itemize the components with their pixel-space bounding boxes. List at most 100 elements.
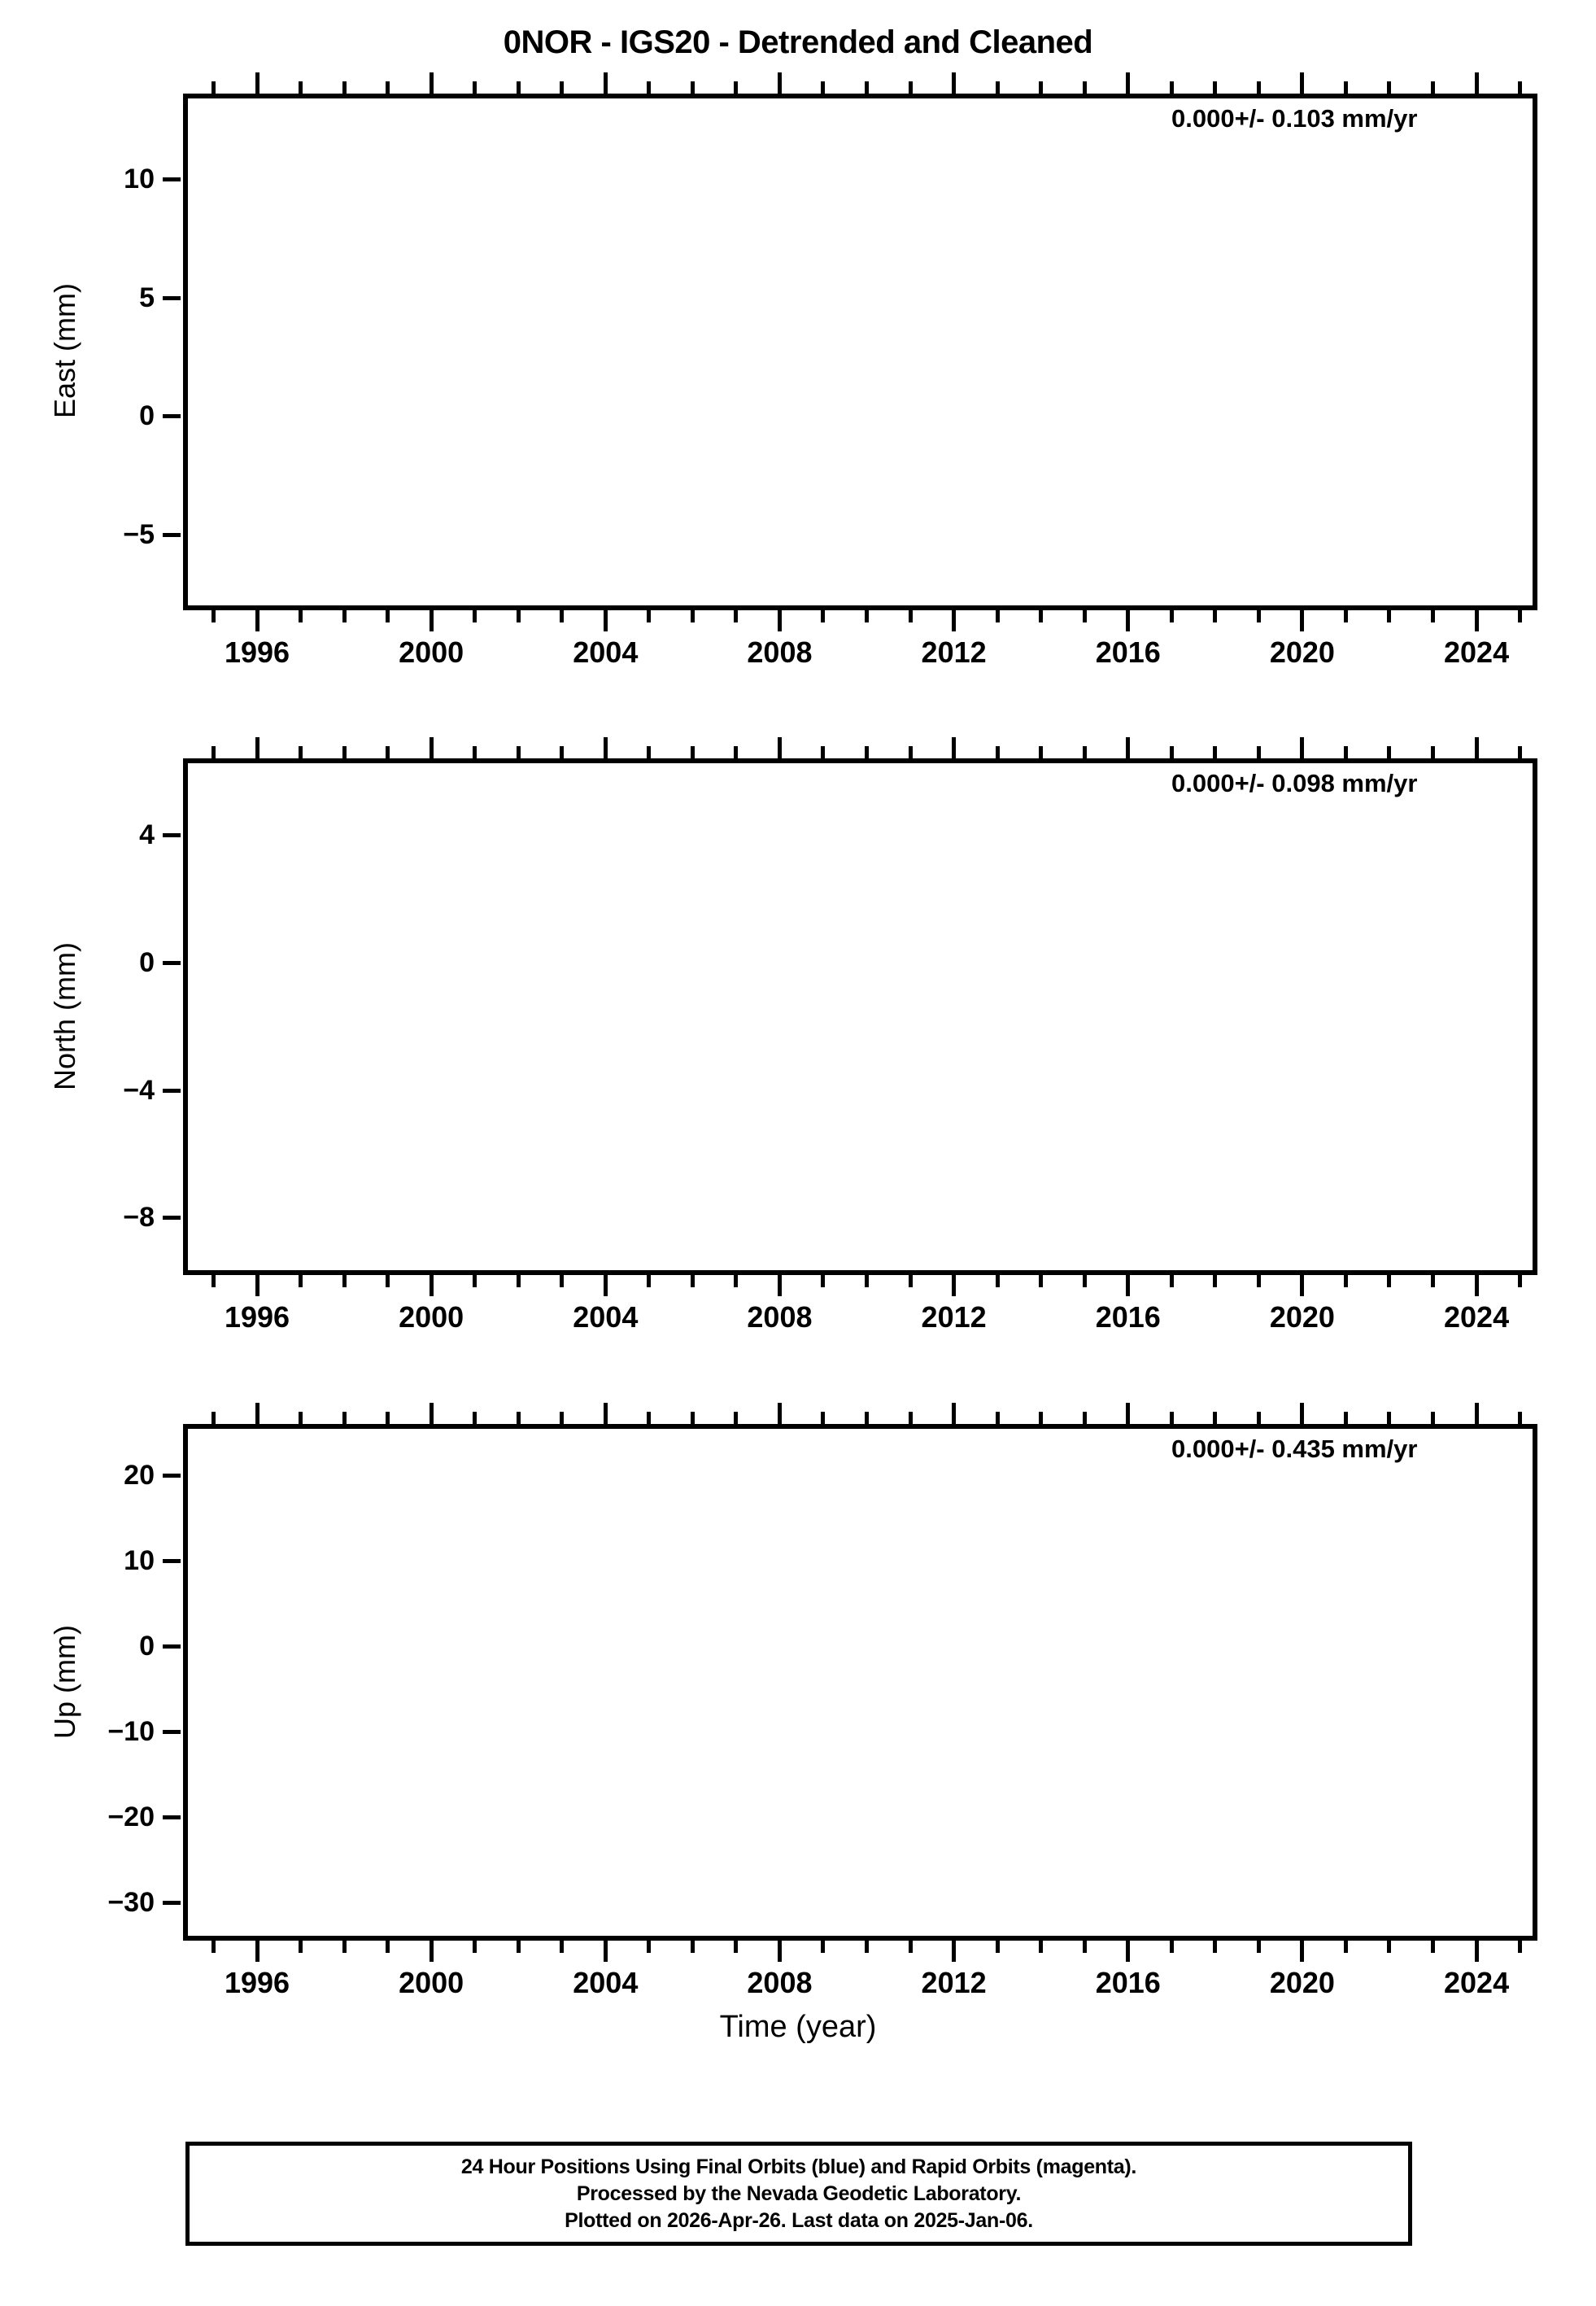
north-xtick-mark-top	[647, 746, 651, 758]
up-xtick-mark-top	[560, 1412, 564, 1424]
north-xtick-mark	[517, 1275, 521, 1287]
east-ytick-label: 0	[49, 402, 155, 430]
north-xtick-mark-top	[255, 737, 259, 758]
north-xtick-mark-top	[1387, 746, 1391, 758]
north-xtick-mark	[473, 1275, 477, 1287]
up-ytick-label: 10	[49, 1547, 155, 1574]
north-xtick-mark	[952, 1275, 956, 1296]
east-xtick-mark-top	[691, 81, 695, 94]
up-ytick-label: 0	[49, 1632, 155, 1660]
up-xtick-mark-top	[1300, 1403, 1304, 1424]
up-xtick-mark	[1170, 1941, 1174, 1953]
caption-line-3: Plotted on 2026-Apr-26. Last data on 202…	[565, 2208, 1033, 2234]
east-xtick-label: 2004	[573, 638, 638, 667]
east-xtick-mark-top	[211, 81, 216, 94]
north-xtick-mark	[821, 1275, 825, 1287]
up-xtick-mark-top	[1387, 1412, 1391, 1424]
north-xtick-mark-top	[778, 737, 782, 758]
north-xtick-mark	[909, 1275, 913, 1287]
north-xtick-label: 2004	[573, 1303, 638, 1332]
east-ytick-label: 10	[49, 165, 155, 193]
east-xtick-label: 2008	[747, 638, 812, 667]
up-xtick-mark	[211, 1941, 216, 1953]
up-xtick-mark-top	[865, 1412, 869, 1424]
up-xtick-mark-top	[1475, 1403, 1479, 1424]
north-xtick-label: 2016	[1096, 1303, 1161, 1332]
north-xtick-label: 2020	[1270, 1303, 1335, 1332]
up-ytick-mark	[163, 1644, 181, 1649]
east-xtick-mark-top	[1213, 81, 1217, 94]
up-xtick-mark-top	[778, 1403, 782, 1424]
up-xtick-mark-top	[909, 1412, 913, 1424]
up-xtick-mark-top	[691, 1412, 695, 1424]
up-xtick-label: 2020	[1270, 1968, 1335, 1998]
north-ytick-label: 4	[49, 821, 155, 849]
north-xtick-mark	[386, 1275, 390, 1287]
north-xtick-mark-top	[909, 746, 913, 758]
north-xtick-mark	[778, 1275, 782, 1296]
east-xtick-mark-top	[1039, 81, 1043, 94]
up-xtick-mark-top	[952, 1403, 956, 1424]
north-xtick-mark	[560, 1275, 564, 1287]
north-ytick-mark	[163, 1216, 181, 1220]
up-xtick-mark	[342, 1941, 347, 1953]
up-xtick-mark-top	[1039, 1412, 1043, 1424]
east-xtick-mark-top	[1126, 72, 1130, 94]
north-xtick-mark-top	[604, 737, 608, 758]
east-xtick-mark	[1257, 610, 1261, 622]
east-xtick-mark	[647, 610, 651, 622]
up-xtick-mark	[1039, 1941, 1043, 1953]
north-xtick-mark-top	[342, 746, 347, 758]
east-xtick-mark	[430, 610, 434, 631]
up-xtick-mark	[734, 1941, 738, 1953]
up-rate-annotation: 0.000+/- 0.435 mm/yr	[1171, 1435, 1417, 1464]
north-xtick-mark	[211, 1275, 216, 1287]
north-xtick-mark	[430, 1275, 434, 1296]
north-xtick-label: 2000	[399, 1303, 464, 1332]
up-xtick-mark	[1475, 1941, 1479, 1962]
up-xtick-mark-top	[1170, 1412, 1174, 1424]
up-axis-label: Up (mm)	[48, 1560, 82, 1804]
up-xtick-label: 2008	[747, 1968, 812, 1998]
north-xtick-label: 2008	[747, 1303, 812, 1332]
east-xtick-mark	[821, 610, 825, 622]
east-xtick-mark-top	[1431, 81, 1435, 94]
up-xtick-mark	[1431, 1941, 1435, 1953]
up-xtick-mark	[1344, 1941, 1348, 1953]
east-xtick-mark-top	[1257, 81, 1261, 94]
up-xtick-mark-top	[386, 1412, 390, 1424]
up-xtick-mark-top	[299, 1412, 303, 1424]
east-xtick-mark	[778, 610, 782, 631]
east-xtick-mark	[1431, 610, 1435, 622]
east-xtick-label: 2020	[1270, 638, 1335, 667]
north-xtick-mark	[996, 1275, 1000, 1287]
up-xtick-mark	[1083, 1941, 1087, 1953]
east-xtick-mark	[211, 610, 216, 622]
up-xtick-label: 2012	[922, 1968, 987, 1998]
east-xtick-mark-top	[560, 81, 564, 94]
east-ytick-mark	[163, 414, 181, 418]
up-xtick-mark	[691, 1941, 695, 1953]
east-plot-frame	[183, 94, 1537, 610]
east-xtick-mark-top	[1475, 72, 1479, 94]
up-xtick-mark	[1300, 1941, 1304, 1962]
up-xtick-label: 2016	[1096, 1968, 1161, 1998]
east-xtick-mark-top	[342, 81, 347, 94]
up-xtick-mark	[778, 1941, 782, 1962]
east-xtick-mark-top	[473, 81, 477, 94]
caption-box: 24 Hour Positions Using Final Orbits (bl…	[185, 2142, 1412, 2246]
north-xtick-mark-top	[1344, 746, 1348, 758]
up-xtick-mark	[517, 1941, 521, 1953]
north-ytick-mark	[163, 961, 181, 965]
up-xtick-mark	[1213, 1941, 1217, 1953]
east-xtick-mark	[1083, 610, 1087, 622]
east-xtick-mark	[1170, 610, 1174, 622]
north-xtick-mark	[299, 1275, 303, 1287]
east-xtick-mark-top	[952, 72, 956, 94]
up-xtick-mark	[647, 1941, 651, 1953]
east-rate-annotation: 0.000+/- 0.103 mm/yr	[1171, 104, 1417, 133]
north-xtick-mark	[1300, 1275, 1304, 1296]
panel-north	[183, 758, 1537, 1275]
east-xtick-mark-top	[299, 81, 303, 94]
up-xtick-mark-top	[1213, 1412, 1217, 1424]
